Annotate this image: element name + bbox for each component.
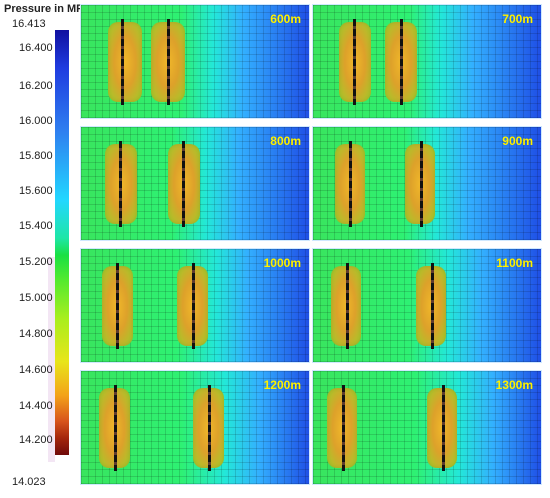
colorbar-tick-label: 15.400 — [19, 220, 53, 232]
simulation-panel-1100m: 1100m — [312, 248, 542, 363]
colorbar-min-label: 14.023 — [12, 476, 46, 488]
well-trace — [119, 141, 122, 227]
colorbar-tick-label: 14.400 — [19, 400, 53, 412]
colorbar-tick-label: 15.800 — [19, 150, 53, 162]
legend-title: Pressure in MPa — [4, 3, 90, 15]
colorbar-tick-label: 14.800 — [19, 328, 53, 340]
panel-label: 600m — [270, 12, 301, 26]
colorbar-tick-label: 15.200 — [19, 256, 53, 268]
well-trace — [400, 19, 403, 105]
panel-label: 1000m — [263, 256, 301, 270]
fracture-zone — [108, 22, 142, 102]
colorbar-tick-label: 16.400 — [19, 42, 53, 54]
pressure-colorbar — [55, 30, 69, 455]
colorbar-tick-label: 15.000 — [19, 292, 53, 304]
simulation-panel-800m: 800m — [80, 126, 310, 241]
well-trace — [116, 263, 119, 349]
well-trace — [192, 263, 195, 349]
colorbar-max-label: 16.413 — [12, 18, 46, 30]
well-trace — [208, 385, 211, 471]
simulation-panel-900m: 900m — [312, 126, 542, 241]
panel-label: 1300m — [495, 378, 533, 392]
well-trace — [114, 385, 117, 471]
well-trace — [167, 19, 170, 105]
well-trace — [431, 263, 434, 349]
colorbar-tick-label: 14.200 — [19, 434, 53, 446]
well-trace — [349, 141, 352, 227]
simulation-panel-1200m: 1200m — [80, 370, 310, 485]
well-trace — [442, 385, 445, 471]
panel-label: 1100m — [496, 256, 533, 270]
well-trace — [121, 19, 124, 105]
well-trace — [346, 263, 349, 349]
well-trace — [182, 141, 185, 227]
simulation-panel-1300m: 1300m — [312, 370, 542, 485]
simulation-panel-1000m: 1000m — [80, 248, 310, 363]
panel-label: 700m — [502, 12, 533, 26]
well-trace — [420, 141, 423, 227]
simulation-panel-700m: 700m — [312, 4, 542, 119]
colorbar-tick-label: 15.600 — [19, 185, 53, 197]
colorbar-tick-label: 14.600 — [19, 364, 53, 376]
simulation-panel-600m: 600m — [80, 4, 310, 119]
panel-label: 900m — [502, 134, 533, 148]
colorbar-tick-label: 16.000 — [19, 115, 53, 127]
panel-label: 1200m — [263, 378, 301, 392]
panel-label: 800m — [270, 134, 301, 148]
colorbar-lower-band — [48, 257, 55, 462]
well-trace — [342, 385, 345, 471]
well-trace — [353, 19, 356, 105]
colorbar-tick-label: 16.200 — [19, 80, 53, 92]
